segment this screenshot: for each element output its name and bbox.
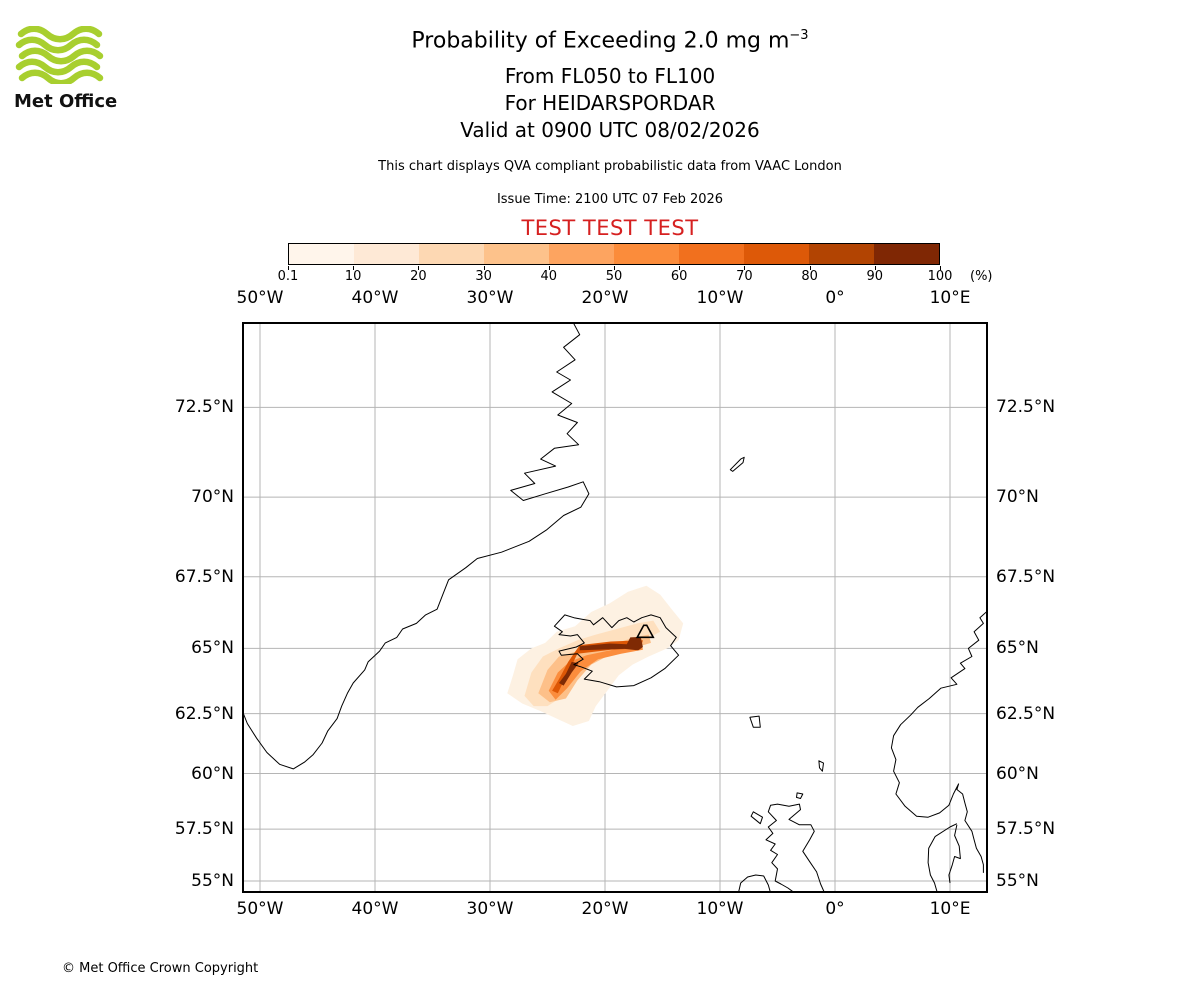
lon-tick-label-top: 10°E	[929, 288, 971, 308]
coastline-norway	[890, 610, 988, 873]
lat-tick-label-left: 57.5°N	[174, 819, 234, 840]
chart-title-exponent: −3	[789, 28, 809, 43]
colorbar-segment	[289, 244, 354, 264]
coastline-faroe-islands	[749, 715, 761, 728]
colorbar-tick-mark	[744, 266, 746, 270]
colorbar-tick-label: 100	[927, 269, 953, 284]
colorbar-segment	[354, 244, 419, 264]
colorbar-segment	[484, 244, 549, 264]
subtitle-valid-time: Valid at 0900 UTC 08/02/2026	[460, 118, 760, 142]
subtitle-flight-levels: From FL050 to FL100	[504, 64, 716, 88]
coastline-denmark-east	[948, 824, 961, 884]
lat-tick-label-right: 67.5°N	[996, 566, 1056, 587]
colorbar-tick-mark	[288, 266, 289, 270]
coastline-orkney	[796, 792, 804, 799]
coastline-shetland	[818, 760, 824, 772]
issue-time: Issue Time: 2100 UTC 07 Feb 2026	[496, 192, 724, 207]
lat-tick-label-left: 72.5°N	[174, 397, 234, 418]
colorbar-segment	[419, 244, 484, 264]
subtitle-volcano: For HEIDARSPORDAR	[504, 91, 716, 115]
colorbar-tick-label: 30	[475, 269, 492, 284]
lon-tick-label-bottom: 50°W	[236, 899, 284, 919]
colorbar-tick-label: 0.1	[277, 269, 299, 284]
colorbar-unit-label: (%)	[970, 269, 993, 284]
colorbar-tick-label: 60	[670, 269, 688, 284]
lat-tick-label-left: 67.5°N	[174, 566, 234, 587]
volcano-marker	[635, 624, 655, 639]
colorbar-tick-mark	[548, 266, 550, 270]
copyright-text: © Met Office Crown Copyright	[62, 961, 259, 976]
lon-tick-label-top: 40°W	[351, 288, 399, 308]
coastline-scotland-britain	[765, 803, 826, 893]
colorbar-segments	[288, 243, 940, 265]
coastline-hebrides	[750, 811, 763, 825]
lon-tick-label-bottom: 20°W	[581, 899, 629, 919]
coastline-ireland-north	[737, 874, 772, 893]
colorbar-tick-mark	[483, 266, 485, 270]
met-office-logo: Met Office	[14, 25, 134, 112]
colorbar-tick-mark	[353, 266, 355, 270]
colorbar-tick-label: 80	[801, 269, 818, 284]
lon-tick-label-top: 10°W	[696, 288, 744, 308]
colorbar-tick-mark	[418, 266, 420, 270]
lat-tick-label-right: 65°N	[996, 638, 1039, 659]
lon-tick-label-bottom: 10°W	[696, 899, 744, 919]
lat-tick-label-left: 60°N	[191, 763, 234, 784]
colorbar-tick-mark	[874, 266, 876, 270]
coastline-jan-mayen	[729, 456, 745, 472]
colorbar-segment	[874, 244, 939, 264]
test-banner: TEST TEST TEST	[521, 216, 699, 240]
lon-tick-label-top: 30°W	[466, 288, 514, 308]
chart-title: Probability of Exceeding 2.0 mg m−3	[10, 28, 1200, 53]
qva-note: This chart displays QVA compliant probab…	[378, 159, 842, 174]
map-canvas	[242, 322, 988, 893]
lat-tick-label-right: 70°N	[996, 487, 1039, 508]
lon-tick-label-bottom: 0°	[825, 899, 845, 919]
lat-tick-label-left: 70°N	[191, 487, 234, 508]
lon-tick-label-bottom: 30°W	[466, 899, 514, 919]
colorbar-segment	[809, 244, 874, 264]
colorbar-tick-mark	[614, 266, 615, 270]
lat-tick-label-left: 65°N	[191, 638, 234, 659]
probability-colorbar: 0.1 10 20 30 40 50 60 70 80 90 100 (%)	[278, 243, 993, 284]
ash-plume-level-70	[552, 640, 643, 694]
coastline-denmark-west	[927, 823, 958, 893]
map-frame	[242, 322, 988, 893]
ash-plume-level-90	[559, 661, 579, 686]
colorbar-tick-mark	[940, 266, 941, 270]
ash-plume-level-90	[579, 636, 643, 651]
colorbar-segment	[679, 244, 744, 264]
lat-tick-label-right: 72.5°N	[996, 397, 1056, 418]
lat-tick-label-left: 62.5°N	[174, 703, 234, 724]
lon-tick-label-bottom: 40°W	[351, 899, 399, 919]
lon-tick-label-bottom: 10°E	[929, 899, 971, 919]
map-border	[242, 322, 988, 893]
lon-tick-label-top: 20°W	[581, 288, 629, 308]
lon-tick-label-top: 0°	[825, 288, 845, 308]
lat-tick-label-right: 62.5°N	[996, 703, 1056, 724]
coastline-greenland	[242, 322, 590, 770]
met-office-logo-text: Met Office	[14, 91, 118, 112]
colorbar-tick-label: 10	[344, 269, 362, 284]
colorbar-tick-label: 20	[410, 269, 427, 284]
coastline-iceland	[553, 614, 680, 688]
lat-tick-label-right: 60°N	[996, 763, 1039, 784]
colorbar-tick-mark	[679, 266, 681, 270]
colorbar-segment	[549, 244, 614, 264]
colorbar-segment	[744, 244, 809, 264]
lat-tick-label-right: 57.5°N	[996, 819, 1056, 840]
colorbar-tick-label: 90	[866, 269, 884, 284]
colorbar-tick-label: 40	[540, 269, 558, 284]
colorbar-tick-label: 50	[605, 269, 623, 284]
lon-tick-label-top: 50°W	[236, 288, 284, 308]
lat-tick-label-right: 55°N	[996, 871, 1039, 892]
lat-tick-label-left: 55°N	[191, 871, 234, 892]
colorbar-tick-mark	[809, 266, 811, 270]
met-office-logo-waves	[15, 25, 104, 87]
chart-title-text: Probability of Exceeding 2.0 mg m	[411, 28, 790, 54]
colorbar-tick-label: 70	[736, 269, 753, 284]
colorbar-segment	[614, 244, 679, 264]
